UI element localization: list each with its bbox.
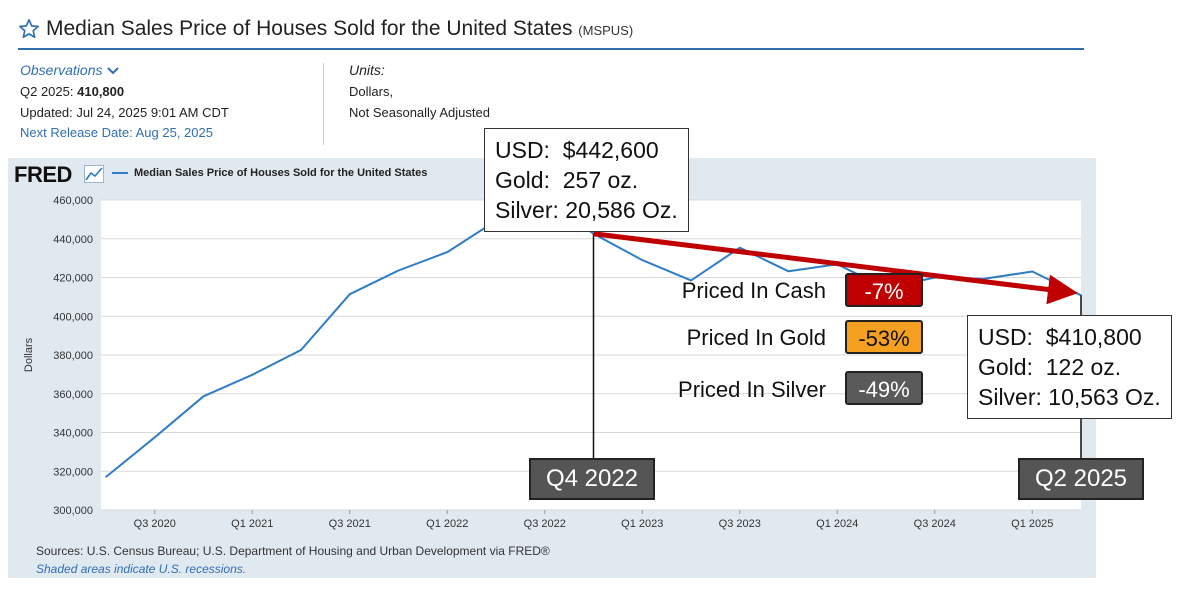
- data-point: [300, 349, 302, 351]
- data-point: [348, 293, 351, 295]
- x-tick-label: Q3 2022: [524, 518, 566, 530]
- callout-end-silver: Silver: 10,563 Oz.: [978, 384, 1161, 410]
- x-tick-label: Q1 2024: [816, 518, 858, 530]
- y-tick-label: 420,000: [53, 273, 93, 285]
- callout-start: USD: $442,600 Gold: 257 oz. Silver: 20,586…: [484, 128, 689, 232]
- data-point: [690, 279, 692, 282]
- compare-label-silver: Priced In Silver: [678, 377, 826, 402]
- y-tick-label: 360,000: [53, 389, 93, 401]
- callout-end: USD: $410,800 Gold: 122 oz. Silver: 10,563…: [967, 315, 1172, 419]
- compare-label-cash: Priced In Cash: [681, 278, 826, 303]
- footer-recession-note: Shaded areas indicate U.S. recessions.: [36, 562, 247, 576]
- meta-divider: [323, 63, 324, 145]
- data-point: [251, 373, 254, 376]
- y-tick-label: 380,000: [53, 350, 93, 362]
- data-point: [446, 251, 449, 253]
- page-title: Median Sales Price of Houses Sold for th…: [46, 17, 633, 41]
- series-id: (MSPUS): [578, 23, 634, 38]
- trend-arrow: [593, 231, 1078, 305]
- x-tick-label: Q3 2023: [719, 518, 761, 530]
- badge-gold: -53%: [845, 320, 923, 354]
- callout-start-usd: USD: $442,600: [495, 137, 659, 163]
- units-line-2: Not Seasonally Adjusted: [349, 105, 490, 120]
- x-tick-label: Q3 2020: [134, 518, 176, 530]
- data-point: [202, 395, 205, 398]
- callout-start-gold: Gold: 257 oz.: [495, 167, 639, 193]
- date-box-start: Q4 2022: [529, 458, 655, 500]
- observations-toggle[interactable]: Observations: [20, 62, 120, 78]
- data-point: [787, 270, 790, 273]
- date-box-end: Q2 2025: [1018, 458, 1144, 500]
- y-tick-label: 320,000: [53, 466, 93, 478]
- y-tick-label: 440,000: [53, 234, 93, 246]
- compare-label-gold: Priced In Gold: [686, 325, 826, 350]
- observations-label: Observations: [20, 62, 103, 78]
- star-icon[interactable]: [18, 18, 40, 40]
- badge-silver: -49%: [845, 371, 923, 405]
- next-release-link[interactable]: Next Release Date: Aug 25, 2025: [20, 125, 213, 140]
- x-tick-label: Q3 2024: [914, 518, 956, 530]
- x-tick-label: Q1 2021: [231, 518, 273, 530]
- x-tick-label: Q1 2025: [1011, 518, 1053, 530]
- legend-label: Median Sales Price of Houses Sold for th…: [134, 167, 428, 179]
- y-tick-label: 400,000: [53, 311, 93, 323]
- y-tick-label: 300,000: [53, 505, 93, 517]
- x-tick-label: Q3 2021: [329, 518, 371, 530]
- chevron-down-icon: [107, 67, 120, 75]
- latest-observation-date: Q2 2025:: [20, 84, 74, 99]
- callout-end-gold: Gold: 122 oz.: [978, 354, 1122, 380]
- data-point: [641, 259, 644, 261]
- y-axis-label: Dollars: [23, 337, 35, 372]
- badge-cash: -7%: [845, 273, 923, 307]
- data-point: [397, 269, 400, 272]
- data-point: [153, 436, 156, 439]
- legend[interactable]: Median Sales Price of Houses Sold for th…: [112, 167, 427, 179]
- y-tick-label: 460,000: [53, 195, 93, 207]
- x-tick-label: Q1 2022: [426, 518, 468, 530]
- units-label: Units:: [349, 62, 385, 78]
- graph-icon: [84, 165, 104, 183]
- updated-text: Updated: Jul 24, 2025 9:01 AM CDT: [20, 105, 229, 120]
- footer-sources: Sources: U.S. Census Bureau; U.S. Depart…: [36, 544, 550, 558]
- data-point: [738, 246, 741, 249]
- units-line-1: Dollars,: [349, 84, 394, 99]
- y-tick-label: 340,000: [53, 428, 93, 440]
- data-point: [105, 476, 107, 478]
- data-point: [1031, 270, 1034, 273]
- x-tick-label: Q1 2023: [621, 518, 663, 530]
- legend-swatch: [112, 172, 128, 175]
- callout-end-usd: USD: $410,800: [978, 324, 1142, 350]
- callout-start-silver: Silver: 20,586 Oz.: [495, 197, 678, 223]
- header: Median Sales Price of Houses Sold for th…: [18, 14, 1084, 50]
- page-title-text: Median Sales Price of Houses Sold for th…: [46, 17, 573, 40]
- fred-logo: FRED: [14, 162, 72, 187]
- latest-observation-value: 410,800: [77, 84, 125, 99]
- latest-observation: Q2 2025: 410,800: [20, 84, 124, 99]
